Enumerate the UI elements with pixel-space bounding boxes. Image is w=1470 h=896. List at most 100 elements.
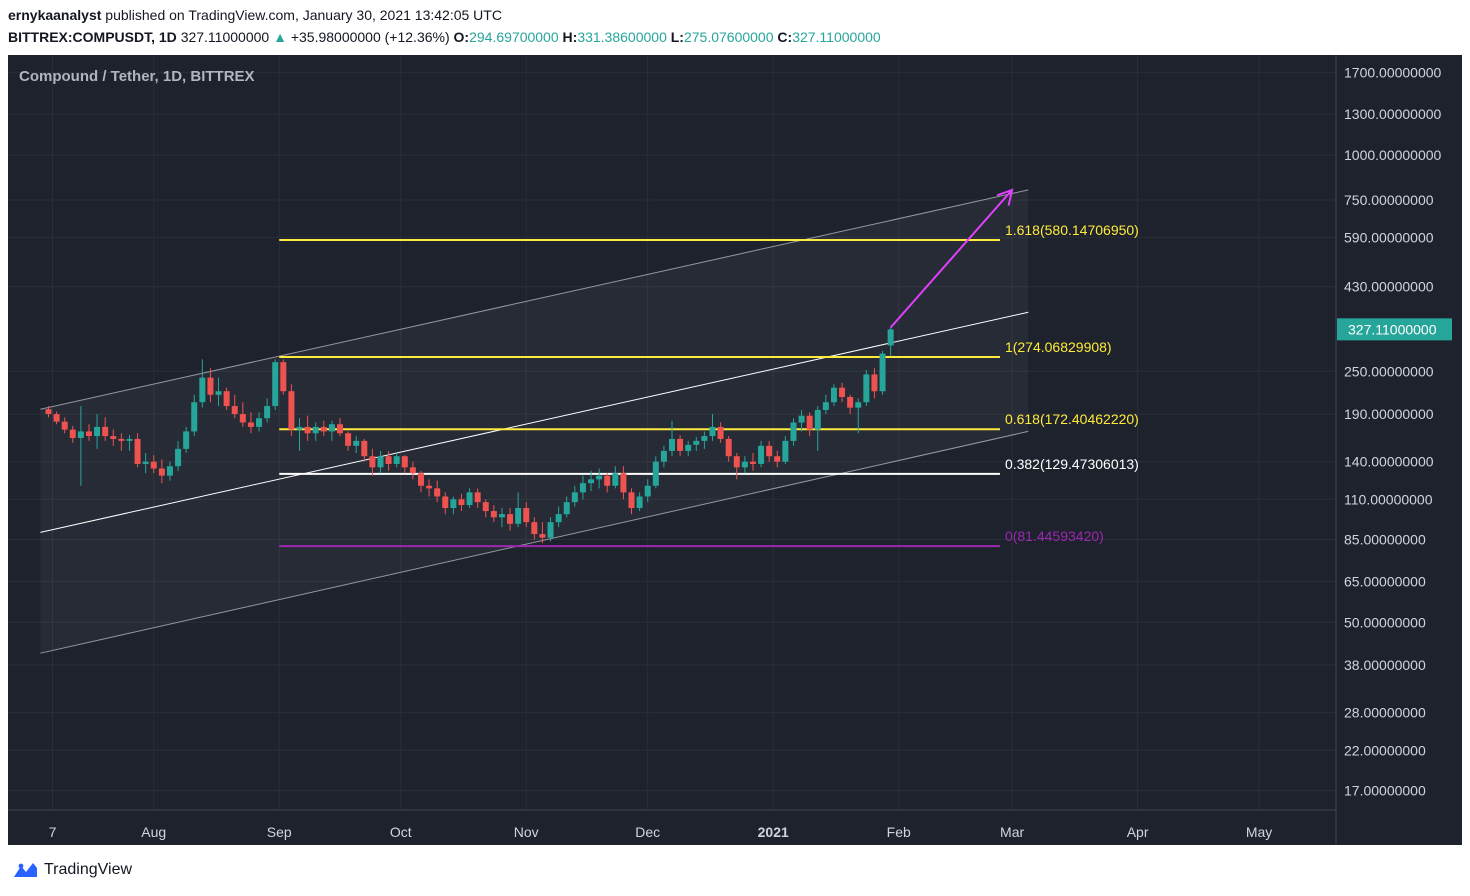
price-tick-label: 28.00000000 [1344,705,1426,721]
candle-body [644,485,651,497]
candle-body [142,461,149,464]
candle-body [328,424,335,432]
candle-body [353,440,360,446]
candle-body [863,374,870,403]
candle-body [77,431,84,438]
candle-body [207,377,214,395]
candle-body [725,438,732,457]
time-tick-label: May [1246,824,1272,840]
candle-body [126,438,133,441]
candle-body [774,456,781,462]
candle-body [69,429,76,438]
candles [45,327,894,544]
candle-body [288,391,295,430]
candle-body [887,329,894,346]
candle-body [498,514,505,518]
time-tick-label: Dec [635,824,660,840]
candle-body [215,391,222,395]
candle-body [150,461,157,469]
candle-body [239,414,246,423]
candle-body [223,391,230,407]
candle-body [312,426,319,434]
candle-body [490,511,497,518]
candle-body [806,415,813,430]
candle-body [337,424,343,434]
candle-body [588,479,595,484]
candle-body [628,492,635,509]
price-tick-label: 1300.00000000 [1344,106,1442,122]
candle-body [280,362,287,392]
price-tick-label: 190.00000000 [1344,406,1434,422]
candle-body [369,456,376,468]
chart-frame [8,55,1462,845]
candle-body [531,522,538,535]
candle-body [426,485,433,489]
candle-body [612,473,619,486]
price-chart[interactable]: 1.618(580.14706950) 1(274.06829908) 0.618(… [8,55,1462,845]
candle-body [45,409,52,415]
candle-body [474,492,481,503]
price-tick-label: 85.00000000 [1344,532,1426,548]
candle-body [231,406,238,415]
high-value: 331.38600000 [577,29,667,45]
candle-body [798,415,805,423]
candle-body [377,456,384,468]
candle-body [61,421,68,430]
candle-body [652,461,659,486]
low-value: 275.07600000 [683,29,774,45]
price-tick-label: 430.00000000 [1344,279,1434,295]
channel-lower-line [40,430,1029,654]
candle-body [466,492,473,506]
brand-label: TradingView [44,861,133,878]
candle-body [166,466,173,476]
price-tick-label: 65.00000000 [1344,573,1426,589]
candle-body [264,406,271,419]
grid-lines [8,55,1336,810]
candle-body [385,456,392,464]
candle-body [110,436,117,439]
author-name[interactable]: ernykaanalyst [8,7,102,23]
fib-level-label: 0(81.44593420) [1005,528,1104,544]
low-label: L: [670,29,684,45]
candle-body [830,387,837,403]
candle-body [450,499,457,509]
up-triangle-icon: ▲ [273,29,287,45]
candle-body [604,475,611,486]
candle-body [515,508,522,524]
symbol-ohlc-bar: BITTREX:COMPUSDT, 1D 327.11000000 ▲ +35.… [8,29,881,45]
price-tick-label: 250.00000000 [1344,363,1434,379]
candle-body [701,436,708,441]
candle-body [709,426,716,437]
candle-body [296,426,303,430]
candle-body [717,426,724,439]
time-tick-label: Feb [887,824,911,840]
candle-body [199,377,206,403]
candle-body [839,387,846,397]
channel-upper-line [40,189,1029,410]
candle-body [417,473,424,486]
candle-body [855,402,862,408]
time-tick-label: Nov [514,824,539,840]
fib-level-label: 1.618(580.14706950) [1005,222,1139,238]
fib-level-label: 0.382(129.47306013) [1005,456,1139,472]
candle-body [758,445,765,464]
candle-body [393,456,400,464]
close-value: 327.11000000 [792,29,881,45]
time-tick-label: Aug [141,824,166,840]
candle-body [409,467,416,474]
candle-body [434,488,441,497]
candle-body [766,445,773,457]
candle-body [555,514,562,523]
time-tick-label: Oct [390,824,412,840]
tradingview-brand[interactable]: TradingView [12,861,132,879]
candle-body [401,456,408,468]
candle-body [247,422,254,427]
price-tick-label: 17.00000000 [1344,782,1426,798]
candle-body [134,438,141,464]
candle-body [85,431,92,437]
last-price-label: 327.11000000 [1348,321,1437,337]
candle-body [191,402,198,432]
candle-body [749,461,756,464]
symbol-label: BITTREX:COMPUSDT, 1D [8,29,177,45]
price-tick-label: 1000.00000000 [1344,147,1442,163]
